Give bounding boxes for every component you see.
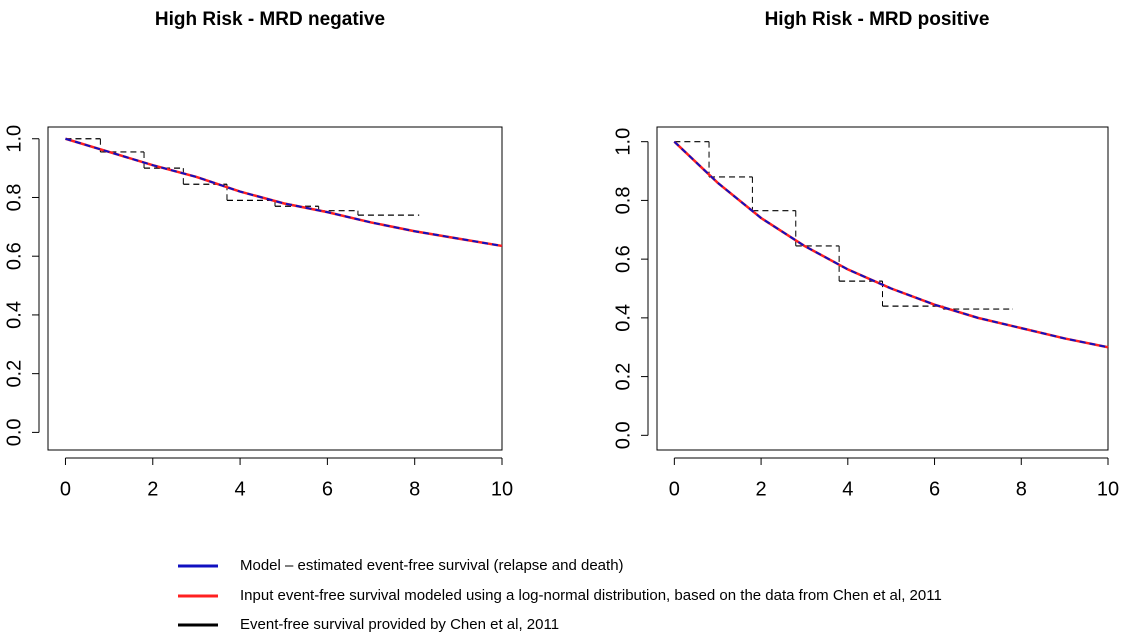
x-tick-label: 10 [491, 478, 513, 500]
y-tick-label: 1.0 [612, 128, 634, 156]
legend-label: Input event-free survival modeled using … [240, 587, 942, 604]
y-tick-label: 0.6 [612, 245, 634, 273]
y-tick-label: 1.0 [3, 125, 25, 153]
x-tick-label: 6 [929, 478, 940, 500]
y-tick-label: 0.8 [3, 184, 25, 212]
survival-curve [673, 140, 1109, 349]
x-tick-label: 2 [147, 478, 158, 500]
y-tick-label: 0.8 [612, 187, 634, 215]
plot-frame [47, 126, 503, 451]
x-tick-label: 10 [1097, 478, 1119, 500]
x-tick-label: 4 [842, 478, 853, 500]
legend-label: Event-free survival provided by Chen et … [240, 616, 559, 633]
y-tick-label: 0.2 [3, 360, 25, 388]
survival-curve [673, 140, 1109, 349]
y-tick-label: 0.6 [3, 242, 25, 270]
x-tick-label: 6 [322, 478, 333, 500]
survival-curve [65, 137, 503, 247]
chart-title: High Risk - MRD positive [765, 9, 990, 30]
y-tick-label: 0.4 [612, 304, 634, 332]
legend-label: Model – estimated event-free survival (r… [240, 557, 624, 574]
survival-curve [65, 137, 503, 248]
y-tick-label: 0.4 [3, 301, 25, 329]
y-tick-label: 0.0 [3, 418, 25, 446]
y-tick-label: 0.2 [612, 363, 634, 391]
x-tick-label: 0 [60, 478, 71, 500]
x-tick-label: 2 [756, 478, 767, 500]
x-tick-label: 8 [409, 478, 420, 500]
y-tick-label: 0.0 [612, 421, 634, 449]
x-tick-label: 0 [669, 478, 680, 500]
chart-title: High Risk - MRD negative [155, 9, 385, 30]
plot-frame [656, 126, 1109, 451]
x-tick-label: 8 [1016, 478, 1027, 500]
x-tick-label: 4 [235, 478, 246, 500]
